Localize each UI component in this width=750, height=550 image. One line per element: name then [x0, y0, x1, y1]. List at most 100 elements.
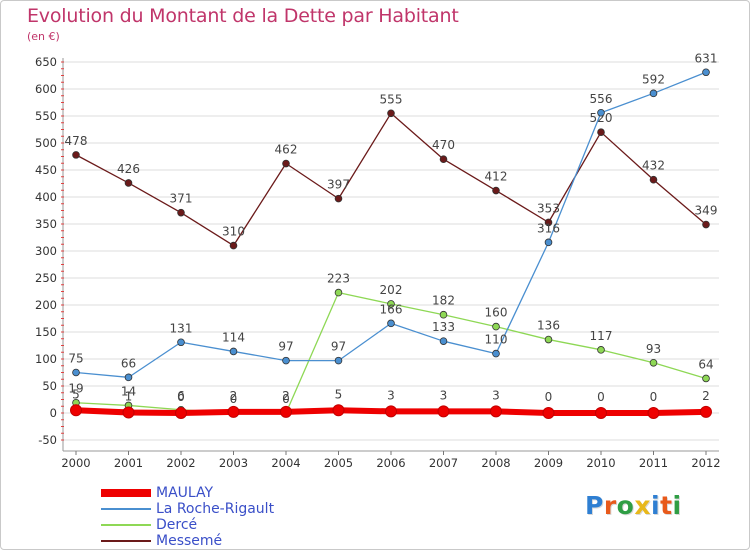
data-point-maulay: [280, 405, 292, 418]
data-label-derc-: 117: [590, 329, 613, 343]
chart-title: Evolution du Montant de la Dette par Hab…: [27, 5, 459, 27]
data-point-la-roche-rigault: [334, 356, 343, 365]
data-label-la-roche-rigault: 131: [170, 321, 193, 335]
legend-label: MAULAY: [156, 485, 214, 501]
y-tick-label: 50: [42, 379, 57, 393]
x-tick-label: 2007: [429, 456, 458, 470]
data-label-maulay: 1: [125, 389, 133, 403]
data-label-maulay: 3: [387, 388, 395, 402]
y-tick-label: 650: [35, 55, 57, 69]
data-label-la-roche-rigault: 592: [642, 72, 665, 86]
data-point-maulay: [175, 407, 187, 419]
data-point-derc-: [439, 310, 448, 319]
data-label-derc-: 223: [327, 272, 350, 286]
y-tick-label: 350: [35, 217, 57, 231]
data-label-derc-: 136: [537, 319, 560, 333]
y-tick-label: 550: [35, 109, 57, 123]
data-point-messem-: [597, 128, 605, 136]
data-label-derc-: 160: [485, 306, 508, 320]
x-tick-label: 2001: [114, 456, 143, 470]
data-label-messem-: 397: [327, 178, 350, 192]
legend-swatch-messem-: [101, 540, 151, 542]
data-point-maulay: [595, 407, 607, 419]
data-point-derc-: [387, 300, 395, 308]
data-label-derc-: 0: [282, 392, 290, 406]
legend-item-derc-: Dercé: [101, 517, 361, 533]
y-tick-label: 500: [35, 136, 57, 150]
y-tick-label: 100: [35, 352, 57, 366]
data-point-derc-: [597, 346, 605, 354]
data-point-maulay: [542, 407, 555, 419]
data-label-derc-: 182: [432, 294, 455, 308]
x-tick-label: 2000: [61, 456, 90, 470]
x-tick-label: 2004: [271, 456, 300, 470]
data-label-messem-: 412: [485, 170, 508, 184]
data-label-maulay: 0: [545, 390, 553, 404]
data-label-maulay: 0: [650, 390, 658, 404]
data-label-messem-: 520: [590, 111, 613, 125]
data-label-la-roche-rigault: 166: [380, 302, 403, 316]
data-point-la-roche-rigault: [387, 319, 395, 328]
legend-swatch-maulay: [101, 489, 151, 497]
data-point-maulay: [227, 405, 240, 418]
data-label-maulay: 3: [492, 388, 500, 402]
legend-label: Dercé: [156, 517, 198, 533]
data-label-la-roche-rigault: 631: [695, 51, 718, 65]
x-tick-label: 2010: [586, 456, 615, 470]
data-label-derc-: 64: [698, 357, 713, 371]
data-point-messem-: [387, 109, 395, 118]
data-point-maulay: [700, 405, 712, 418]
data-point-messem-: [229, 241, 238, 250]
y-tick-label: 450: [35, 163, 57, 177]
y-tick-label: 600: [35, 82, 57, 96]
data-point-la-roche-rigault: [597, 108, 605, 117]
data-point-messem-: [177, 208, 185, 217]
y-tick-label: 250: [35, 271, 57, 285]
data-label-messem-: 349: [695, 204, 718, 218]
data-point-messem-: [649, 175, 658, 184]
data-label-derc-: 93: [646, 342, 661, 356]
legend-label: Messemé: [156, 533, 223, 549]
data-label-derc-: 202: [380, 283, 403, 297]
data-point-maulay: [332, 404, 345, 417]
data-point-la-roche-rigault: [439, 337, 448, 345]
data-label-derc-: 14: [121, 384, 136, 398]
data-label-messem-: 310: [222, 225, 245, 239]
data-label-la-roche-rigault: 97: [331, 340, 346, 354]
data-label-la-roche-rigault: 133: [432, 320, 455, 334]
data-label-derc-: 19: [68, 382, 83, 396]
data-label-la-roche-rigault: 75: [68, 352, 83, 366]
data-label-derc-: 6: [177, 389, 185, 403]
y-tick-label: 150: [35, 325, 57, 339]
data-point-messem-: [492, 186, 500, 195]
data-label-derc-: 0: [230, 392, 238, 406]
data-point-messem-: [124, 179, 133, 187]
data-point-la-roche-rigault: [702, 68, 710, 77]
x-tick-label: 2002: [166, 456, 195, 470]
chart-legend: MAULAY La Roche-Rigault Dercé Messemé: [101, 485, 361, 549]
data-point-maulay: [385, 405, 397, 418]
data-label-maulay: 0: [177, 390, 185, 404]
data-label-la-roche-rigault: 97: [278, 340, 293, 354]
data-point-messem-: [72, 151, 80, 159]
data-label-la-roche-rigault: 66: [121, 356, 136, 370]
x-tick-label: 2009: [534, 456, 563, 470]
data-label-maulay: 2: [702, 389, 710, 403]
chart-unit-subtitle: (en €): [27, 30, 60, 43]
data-label-la-roche-rigault: 316: [537, 221, 560, 235]
data-label-messem-: 470: [432, 138, 455, 152]
data-label-la-roche-rigault: 110: [485, 333, 508, 347]
data-label-maulay: 2: [230, 389, 238, 403]
data-point-la-roche-rigault: [282, 356, 290, 365]
data-point-messem-: [702, 220, 710, 229]
data-point-messem-: [439, 155, 448, 164]
data-point-derc-: [334, 288, 343, 297]
data-label-messem-: 462: [275, 143, 298, 157]
data-point-maulay: [490, 405, 502, 418]
data-label-maulay: 5: [335, 387, 343, 401]
y-tick-label: 200: [35, 298, 57, 312]
data-point-derc-: [544, 335, 553, 344]
x-tick-label: 2012: [691, 456, 720, 470]
data-point-maulay: [647, 407, 660, 419]
data-point-derc-: [702, 374, 710, 383]
